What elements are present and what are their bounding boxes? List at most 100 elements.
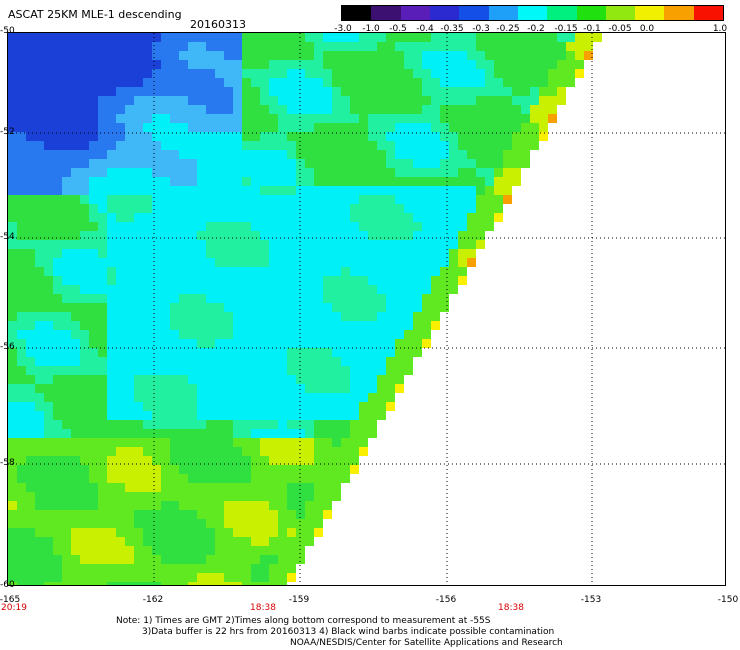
data-cell xyxy=(467,222,476,231)
data-cell xyxy=(323,96,332,105)
data-cell xyxy=(512,123,521,132)
data-cell xyxy=(17,114,26,123)
data-cell xyxy=(260,159,269,168)
data-cell xyxy=(143,186,152,195)
data-cell xyxy=(17,474,26,483)
data-cell xyxy=(305,501,314,510)
data-cell xyxy=(53,348,62,357)
data-cell xyxy=(422,267,431,276)
data-cell xyxy=(467,204,476,213)
time-label-mid: 18:38 xyxy=(250,603,276,613)
data-cell xyxy=(152,483,161,492)
data-cell xyxy=(161,573,170,582)
data-cell xyxy=(512,168,521,177)
data-cell xyxy=(287,537,296,546)
data-cell xyxy=(179,348,188,357)
data-cell xyxy=(215,528,224,537)
data-cell xyxy=(269,267,278,276)
data-cell xyxy=(332,240,341,249)
data-cell xyxy=(251,393,260,402)
data-cell xyxy=(215,213,224,222)
data-cell xyxy=(242,384,251,393)
data-cell xyxy=(404,87,413,96)
data-cell xyxy=(179,384,188,393)
time-label-start: 20:19 xyxy=(1,603,27,613)
data-cell xyxy=(98,537,107,546)
data-cell xyxy=(557,87,566,96)
data-cell xyxy=(170,114,179,123)
data-cell xyxy=(188,69,197,78)
data-cell xyxy=(17,510,26,519)
data-cell xyxy=(179,564,188,573)
data-cell xyxy=(80,411,89,420)
data-cell xyxy=(197,564,206,573)
data-cell xyxy=(251,258,260,267)
data-cell xyxy=(215,276,224,285)
data-cell xyxy=(242,258,251,267)
data-cell xyxy=(53,96,62,105)
data-cell xyxy=(278,114,287,123)
data-cell xyxy=(170,159,179,168)
data-cell xyxy=(449,132,458,141)
data-cell xyxy=(206,42,215,51)
data-cell xyxy=(89,384,98,393)
data-cell xyxy=(233,492,242,501)
data-cell xyxy=(233,501,242,510)
data-cell xyxy=(35,465,44,474)
data-cell xyxy=(377,312,386,321)
data-cell xyxy=(260,420,269,429)
data-cell xyxy=(116,555,125,564)
data-cell xyxy=(251,231,260,240)
data-cell xyxy=(449,204,458,213)
data-cell xyxy=(323,123,332,132)
data-cell xyxy=(467,60,476,69)
data-cell xyxy=(251,384,260,393)
data-cell xyxy=(188,231,197,240)
data-cell xyxy=(125,537,134,546)
data-cell xyxy=(494,60,503,69)
data-cell xyxy=(170,105,179,114)
data-cell xyxy=(89,123,98,132)
data-cell xyxy=(359,348,368,357)
data-cell xyxy=(224,402,233,411)
data-cell xyxy=(17,222,26,231)
data-cell xyxy=(62,393,71,402)
data-cell xyxy=(314,501,323,510)
data-cell xyxy=(152,249,161,258)
data-cell xyxy=(314,438,323,447)
data-cell xyxy=(107,132,116,141)
data-cell xyxy=(251,294,260,303)
data-cell xyxy=(197,420,206,429)
data-cell xyxy=(233,393,242,402)
data-cell xyxy=(359,411,368,420)
data-cell xyxy=(89,330,98,339)
data-cell xyxy=(143,231,152,240)
data-cell xyxy=(269,141,278,150)
data-cell xyxy=(359,114,368,123)
data-cell xyxy=(431,249,440,258)
data-cell xyxy=(71,438,80,447)
data-cell xyxy=(431,258,440,267)
data-cell xyxy=(557,96,566,105)
data-cell xyxy=(161,114,170,123)
data-cell xyxy=(179,420,188,429)
data-cell xyxy=(98,132,107,141)
data-cell xyxy=(80,447,89,456)
data-cell xyxy=(71,249,80,258)
data-cell xyxy=(26,213,35,222)
data-cell xyxy=(269,357,278,366)
data-cell xyxy=(368,384,377,393)
data-cell xyxy=(71,555,80,564)
data-cell xyxy=(278,42,287,51)
data-cell xyxy=(188,42,197,51)
data-cell xyxy=(143,501,152,510)
data-cell xyxy=(125,528,134,537)
data-cell xyxy=(467,42,476,51)
data-cell xyxy=(215,123,224,132)
data-cell xyxy=(179,402,188,411)
data-cell xyxy=(422,213,431,222)
data-cell xyxy=(404,267,413,276)
data-cell xyxy=(431,285,440,294)
data-cell xyxy=(26,159,35,168)
data-cell xyxy=(197,357,206,366)
